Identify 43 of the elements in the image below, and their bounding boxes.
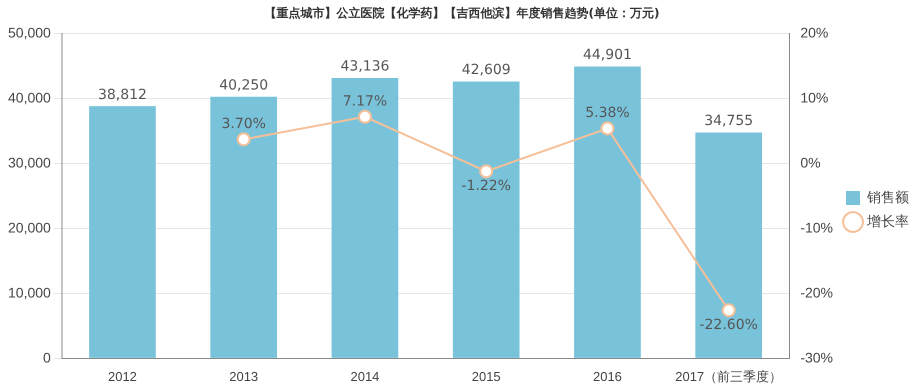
data-label: 3.70% bbox=[221, 116, 266, 132]
x-tick-label: 2016 bbox=[592, 368, 622, 384]
data-label: 40,250 bbox=[219, 77, 268, 94]
data-label: 5.38% bbox=[585, 105, 630, 122]
data-label: -1.22% bbox=[461, 178, 511, 194]
chart-title: 【重点城市】公立医院【化学药】【吉西他滨】年度销售趋势(单位：万元) bbox=[264, 5, 660, 22]
bar bbox=[332, 78, 398, 358]
data-label: 44,901 bbox=[582, 47, 632, 64]
bar bbox=[452, 81, 520, 358]
x-tick-label: 2013 bbox=[229, 368, 258, 384]
point bbox=[722, 303, 736, 318]
y-tick-label: 30,000 bbox=[8, 154, 52, 170]
data-label: 42,609 bbox=[462, 62, 511, 78]
y2-tick-label: 20% bbox=[800, 24, 828, 40]
x-tick-label: 2012 bbox=[108, 368, 137, 384]
y-tick-label: 10,000 bbox=[8, 284, 52, 300]
y2-tick-label: -10% bbox=[800, 219, 834, 236]
y2-tick-label: 0% bbox=[800, 154, 821, 170]
point bbox=[236, 132, 251, 146]
y-tick-label: 50,000 bbox=[8, 24, 52, 40]
bar bbox=[210, 96, 278, 358]
y-tick-label: 40,000 bbox=[8, 89, 52, 106]
y-tick-label: 0 bbox=[43, 349, 52, 366]
point bbox=[358, 110, 372, 124]
point bbox=[479, 164, 494, 178]
x-tick-label: 2017（前三季度） bbox=[675, 368, 782, 384]
data-label: 38,812 bbox=[98, 86, 147, 103]
bar bbox=[695, 132, 762, 358]
y2-tick-label: -20% bbox=[800, 284, 834, 300]
bar bbox=[89, 106, 156, 358]
y-tick-label: 20,000 bbox=[8, 219, 52, 236]
legend-label: 增长率 bbox=[866, 212, 909, 229]
y2-tick-label: -30% bbox=[800, 349, 834, 366]
data-label: -22.60% bbox=[699, 316, 758, 333]
legend-label: 销售额 bbox=[866, 188, 909, 205]
x-tick-label: 2014 bbox=[350, 368, 380, 384]
x-tick-label: 2015 bbox=[472, 368, 501, 384]
data-label: 43,136 bbox=[340, 58, 390, 75]
y2-tick-label: 10% bbox=[800, 89, 828, 106]
point bbox=[600, 121, 614, 136]
data-label: 7.17% bbox=[342, 93, 388, 110]
bar bbox=[574, 66, 641, 358]
data-label: 34,755 bbox=[704, 113, 754, 130]
